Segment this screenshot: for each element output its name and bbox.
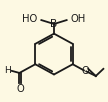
- Text: H: H: [4, 66, 11, 75]
- Text: HO: HO: [22, 14, 37, 24]
- Text: O: O: [16, 84, 24, 94]
- Text: O: O: [81, 66, 89, 76]
- Text: OH: OH: [71, 14, 86, 24]
- Text: B: B: [50, 19, 58, 29]
